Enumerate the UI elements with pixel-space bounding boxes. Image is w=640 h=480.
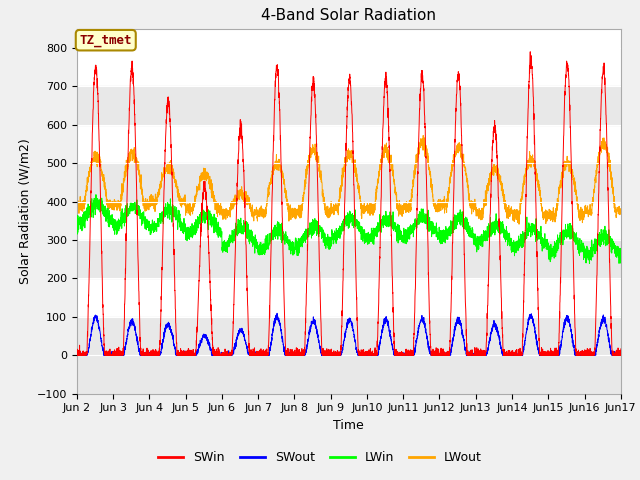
Legend: SWin, SWout, LWin, LWout: SWin, SWout, LWin, LWout (153, 446, 487, 469)
LWin (329, 237, 337, 242)
LWin (92, 192, 100, 197)
Y-axis label: Solar Radiation (W/m2): Solar Radiation (W/m2) (18, 138, 31, 284)
SWout (617, 349, 625, 355)
LWin (471, 231, 479, 237)
LWout (471, 207, 479, 213)
SWout (502, 352, 509, 358)
SWout (74, 352, 82, 358)
SWout (471, 352, 479, 358)
SWin (328, 351, 336, 357)
SWin (502, 352, 509, 358)
SWout (329, 352, 337, 358)
LWout (328, 206, 336, 212)
SWin (526, 49, 534, 55)
LWout (502, 202, 509, 207)
SWin (73, 352, 81, 358)
Line: SWin: SWin (77, 52, 621, 355)
SWin (171, 273, 179, 279)
LWout (441, 210, 449, 216)
LWout (617, 210, 625, 216)
Bar (77, 240, 621, 278)
SWin (440, 351, 448, 357)
LWin (616, 260, 624, 265)
LWout (419, 132, 427, 138)
LWout (515, 221, 523, 227)
SWin (471, 352, 479, 358)
LWout (616, 210, 624, 216)
Title: 4-Band Solar Radiation: 4-Band Solar Radiation (261, 9, 436, 24)
SWout (616, 352, 624, 358)
X-axis label: Time: Time (333, 419, 364, 432)
Text: TZ_tmet: TZ_tmet (79, 34, 132, 47)
LWin (586, 261, 593, 266)
LWin (502, 239, 509, 245)
LWout (171, 174, 179, 180)
Bar (77, 86, 621, 125)
LWin (617, 260, 625, 266)
Line: SWout: SWout (77, 313, 621, 355)
LWin (441, 236, 449, 241)
LWin (73, 218, 81, 224)
Bar (77, 355, 621, 394)
SWout (273, 311, 281, 316)
SWin (616, 352, 624, 358)
Bar (77, 317, 621, 355)
Bar (77, 163, 621, 202)
Line: LWin: LWin (77, 194, 621, 264)
LWin (171, 206, 179, 212)
SWout (73, 350, 81, 356)
SWout (171, 344, 179, 350)
Line: LWout: LWout (77, 135, 621, 224)
SWin (617, 346, 625, 352)
LWout (73, 200, 81, 206)
SWout (441, 352, 449, 358)
